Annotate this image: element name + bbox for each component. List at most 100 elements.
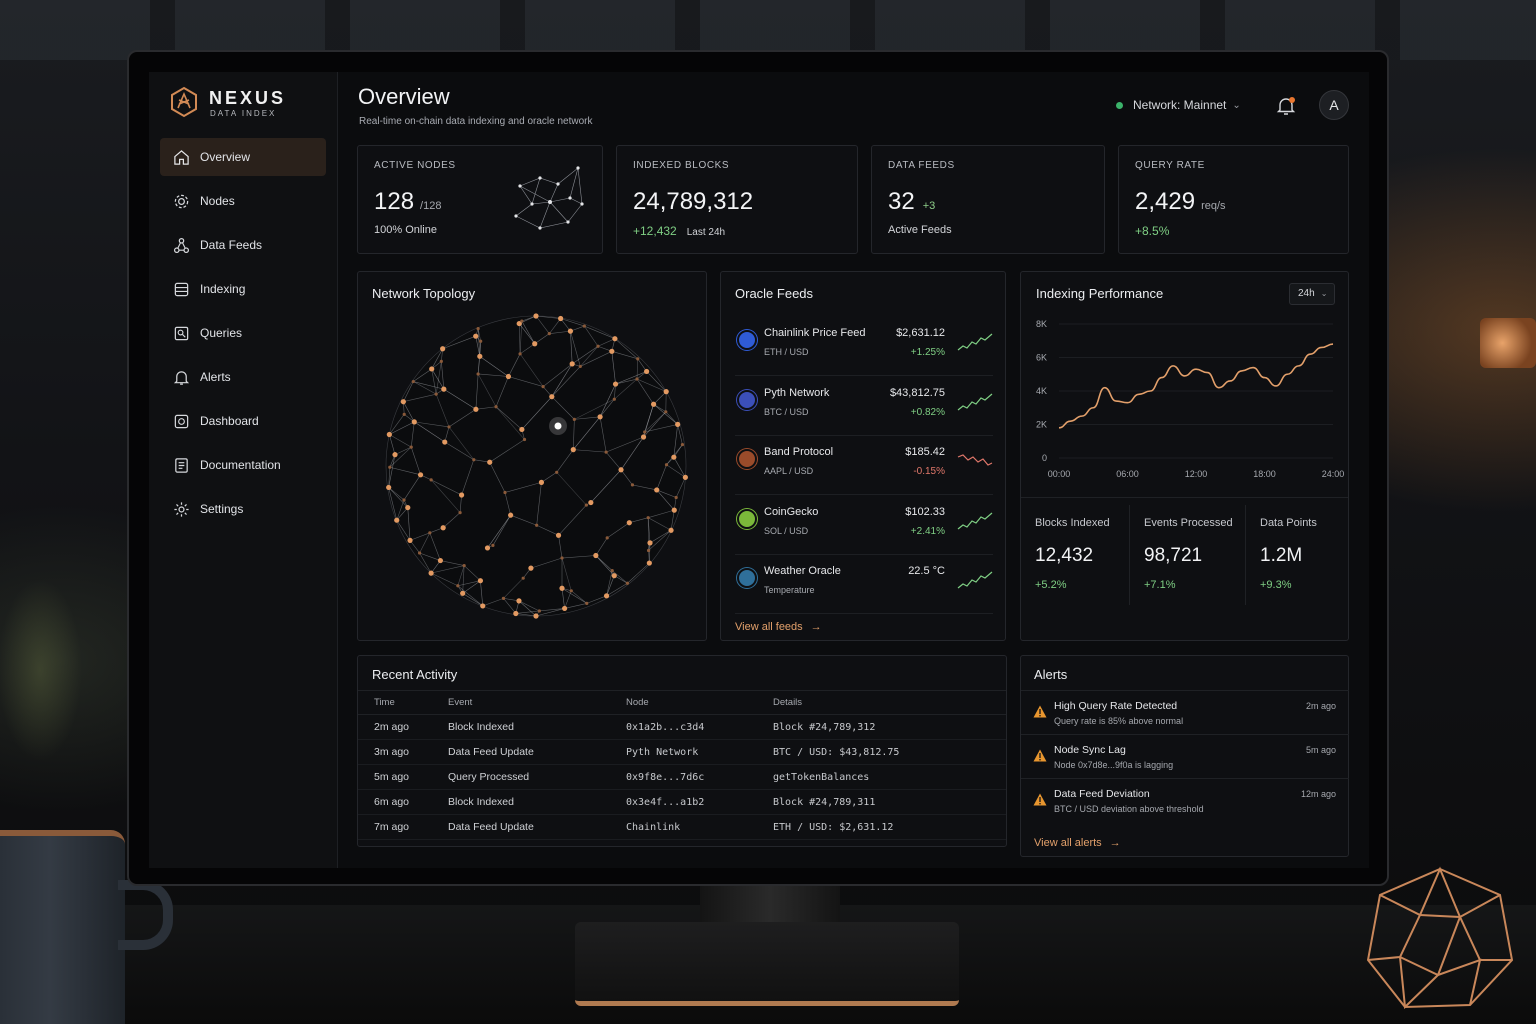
connection-line bbox=[480, 580, 484, 606]
connection-line bbox=[519, 353, 544, 387]
sidebar-item-data-feeds[interactable]: Data Feeds bbox=[160, 226, 326, 264]
alert-time: 5m ago bbox=[1305, 745, 1336, 755]
table-row[interactable]: 3m ago Data Feed Update Pyth Network BTC / … bbox=[358, 739, 1006, 765]
network-node bbox=[570, 447, 576, 453]
active-nodes-value: 128 bbox=[374, 188, 415, 215]
view-all-alerts-link[interactable]: View all alerts → bbox=[1034, 833, 1121, 851]
alert-item[interactable]: Node Sync Lag Node 0x7d8e...9f0a is laggi… bbox=[1021, 734, 1349, 778]
feed-logo-icon bbox=[737, 508, 757, 529]
feed-row[interactable]: Chainlink Price Feed ETH / USD $2,631.12 +1… bbox=[735, 318, 993, 376]
sidebar-item-queries[interactable]: Queries bbox=[160, 314, 326, 352]
table-row[interactable]: 6m ago Block Indexed 0x3e4f...a1b2 Block #2… bbox=[358, 789, 1006, 815]
connection-line bbox=[508, 376, 544, 387]
connection-line bbox=[444, 426, 450, 443]
sidebar-item-documentation[interactable]: Documentation bbox=[160, 446, 326, 484]
network-selector[interactable]: Network: Mainnet ⌄ bbox=[1116, 98, 1241, 112]
sparkline-icon bbox=[957, 333, 993, 351]
network-node bbox=[516, 598, 522, 604]
connection-line bbox=[614, 378, 638, 400]
feed-row[interactable]: Pyth Network BTC / USD $43,812.75 +0.82% bbox=[735, 378, 993, 436]
arrow-right-icon: → bbox=[810, 621, 822, 633]
connection-line bbox=[495, 406, 523, 430]
feed-logo-icon bbox=[737, 568, 757, 588]
feed-logo-icon bbox=[737, 389, 757, 410]
column-header-time: Time bbox=[358, 690, 432, 715]
connection-line bbox=[561, 555, 596, 559]
network-node bbox=[522, 437, 527, 442]
network-node bbox=[541, 384, 545, 389]
feed-row[interactable]: Band Protocol AAPL / USD $185.42 -0.15% bbox=[735, 437, 993, 495]
feed-pair: AAPL / USD bbox=[764, 466, 814, 476]
query-icon bbox=[174, 326, 189, 340]
connection-line bbox=[403, 393, 437, 403]
network-node bbox=[640, 434, 647, 440]
connection-line bbox=[614, 338, 638, 360]
connection-line bbox=[419, 552, 432, 574]
indexing-line-chart[interactable]: 0 2K 4K 6K 8K 00:00 06:00 12:00 18:00 24:00 bbox=[1021, 308, 1350, 488]
stat-value: 2,429 req/s bbox=[1135, 188, 1226, 216]
sidebar-item-alerts[interactable]: Alerts bbox=[160, 358, 326, 396]
cell-details: Block #24,789,311 bbox=[757, 789, 1006, 815]
network-node bbox=[386, 484, 392, 491]
connection-line bbox=[599, 416, 607, 453]
network-node bbox=[558, 315, 564, 322]
connection-line bbox=[489, 462, 506, 493]
connection-line bbox=[430, 479, 461, 513]
connection-line bbox=[518, 323, 521, 354]
notification-bell-icon[interactable] bbox=[1275, 95, 1297, 117]
network-node bbox=[480, 603, 486, 609]
connection-line bbox=[571, 590, 587, 604]
table-row[interactable]: 2m ago Block Indexed 0x1a2b...c3d4 Block #2… bbox=[358, 714, 1006, 740]
network-node bbox=[597, 414, 603, 420]
feed-row[interactable]: CoinGecko SOL / USD $102.33 +2.41% bbox=[735, 497, 993, 555]
network-node bbox=[456, 584, 460, 588]
stat-foot: Active Feeds bbox=[888, 224, 952, 236]
connection-line bbox=[510, 514, 537, 526]
connection-line bbox=[549, 330, 571, 334]
connection-line bbox=[535, 315, 550, 334]
connection-line bbox=[429, 532, 441, 561]
sidebar-item-overview[interactable]: Overview bbox=[160, 138, 326, 176]
feed-change: -0.15% bbox=[913, 466, 945, 477]
feed-row[interactable]: Weather Oracle Temperature 22.5 °C bbox=[735, 556, 993, 614]
connection-line bbox=[448, 426, 475, 460]
metric-label: Events Processed bbox=[1144, 517, 1233, 529]
network-node bbox=[505, 373, 512, 380]
metric-label: Data Points bbox=[1260, 517, 1317, 529]
alert-item[interactable]: Data Feed Deviation BTC / USD deviation a… bbox=[1021, 778, 1349, 822]
brand-logo[interactable]: NEXUS DATA INDEX bbox=[169, 86, 339, 120]
stat-card-indexed-blocks: INDEXED BLOCKS 24,789,312 +12,432 Last 24… bbox=[616, 145, 858, 254]
x-tick-label: 06:00 bbox=[1116, 469, 1139, 479]
connection-line bbox=[542, 363, 573, 387]
connection-line bbox=[606, 436, 644, 453]
table-row[interactable]: 7m ago Data Feed Update Chainlink ETH / USD… bbox=[358, 814, 1006, 840]
table-row[interactable]: 5m ago Query Processed 0x9f8e...7d6c getTok… bbox=[358, 764, 1006, 790]
sidebar-item-dashboard[interactable]: Dashboard bbox=[160, 402, 326, 440]
sidebar-item-label: Documentation bbox=[200, 458, 281, 472]
brand-subtitle: DATA INDEX bbox=[210, 109, 277, 118]
sidebar-item-settings[interactable]: Settings bbox=[160, 490, 326, 528]
connection-line bbox=[477, 356, 481, 375]
warning-icon bbox=[1033, 749, 1047, 762]
network-node bbox=[487, 459, 493, 465]
indexed-blocks-period: Last 24h bbox=[686, 227, 726, 238]
sidebar-item-nodes[interactable]: Nodes bbox=[160, 182, 326, 220]
alert-title: Node Sync Lag bbox=[1054, 744, 1126, 756]
sidebar-item-label: Settings bbox=[200, 502, 244, 516]
series-line bbox=[1058, 343, 1334, 429]
connection-line bbox=[556, 449, 574, 473]
warning-icon bbox=[1033, 705, 1047, 718]
time-range-select[interactable]: 24h ⌄ bbox=[1289, 283, 1335, 305]
network-node bbox=[521, 576, 525, 580]
network-node bbox=[559, 585, 565, 591]
network-globe[interactable] bbox=[378, 308, 694, 624]
recent-activity-card: Recent Activity Time Event Node Details … bbox=[357, 655, 1007, 847]
alert-item[interactable]: High Query Rate Detected Query rate is 85… bbox=[1021, 690, 1349, 734]
connection-line bbox=[388, 487, 398, 521]
metric-blocks-indexed: Blocks Indexed 12,432 +5.2% bbox=[1021, 505, 1130, 605]
sidebar-item-indexing[interactable]: Indexing bbox=[160, 270, 326, 308]
view-all-feeds-link[interactable]: View all feeds → bbox=[735, 617, 822, 635]
connection-line bbox=[561, 588, 587, 604]
user-avatar[interactable]: A bbox=[1319, 90, 1349, 120]
connection-line bbox=[389, 434, 412, 448]
